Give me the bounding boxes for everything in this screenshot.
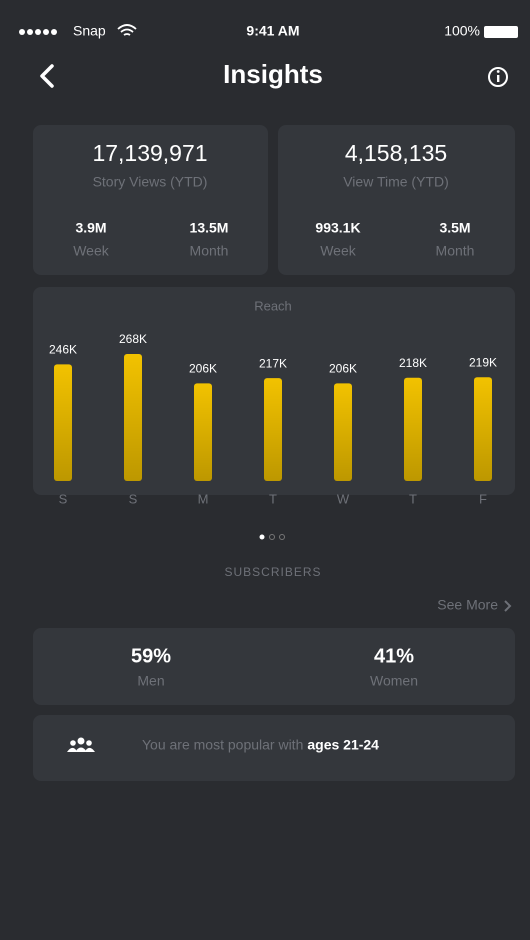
month-value: 3.5M (439, 220, 470, 236)
stat-card (278, 125, 515, 275)
month-label: Month (190, 243, 229, 259)
bar-value-label: 217K (259, 356, 287, 370)
bar-chart: 246K S 268K S 206K M 217K T 206K W 218K T 219K F (49, 332, 497, 506)
men-label: Men (137, 673, 164, 689)
bar-shade (264, 378, 282, 481)
page-indicator[interactable] (259, 534, 285, 540)
chart-title: Reach (254, 298, 292, 313)
stat-label: Story Views (YTD) (93, 174, 208, 190)
popular-text: You are most popular with (142, 737, 303, 753)
bar-value-label: 218K (399, 356, 427, 370)
people-icon (67, 737, 95, 752)
section-title: SUBSCRIBERS (224, 565, 321, 579)
bar-value-label: 268K (119, 332, 147, 346)
wifi-icon (117, 24, 137, 36)
day-label: F (479, 491, 487, 506)
info-button[interactable] (488, 67, 508, 87)
bar-shade (54, 364, 72, 481)
clock: 9:41 AM (246, 23, 299, 39)
see-more-chevron[interactable] (504, 600, 512, 612)
day-label: M (198, 491, 209, 506)
back-button[interactable] (40, 64, 54, 88)
stat-card (33, 125, 268, 275)
battery-level: 100% (444, 23, 480, 39)
week-label: Week (320, 243, 357, 259)
page-title: Insights (223, 59, 323, 89)
women-value: 41% (374, 645, 414, 667)
popular-card (33, 715, 515, 781)
day-label: S (129, 491, 138, 506)
bar-shade (194, 383, 212, 481)
popular-highlight: ages 21-24 (307, 737, 379, 753)
week-label: Week (73, 243, 110, 259)
week-value: 3.9M (75, 220, 106, 236)
bar-shade (124, 354, 142, 481)
day-label: T (269, 491, 277, 506)
week-value: 993.1K (315, 220, 360, 236)
bar-shade (404, 377, 422, 481)
signal-dots (19, 29, 57, 35)
bar-value-label: 219K (469, 355, 497, 369)
month-value: 13.5M (190, 220, 229, 236)
women-label: Women (370, 673, 418, 689)
bar-value-label: 206K (189, 362, 217, 376)
bar-value-label: 246K (49, 343, 77, 357)
men-value: 59% (131, 645, 171, 667)
see-more[interactable]: See More (437, 597, 498, 613)
month-label: Month (436, 243, 475, 259)
stat-value: 4,158,135 (345, 140, 447, 166)
carrier: Snap (73, 23, 106, 39)
stat-label: View Time (YTD) (343, 174, 449, 190)
bar-shade (474, 377, 492, 481)
battery-icon (484, 26, 518, 38)
day-label: T (409, 491, 417, 506)
day-label: W (337, 491, 350, 506)
bar-value-label: 206K (329, 362, 357, 376)
stat-value: 17,139,971 (92, 140, 207, 166)
bar-shade (334, 383, 352, 481)
gender-card (33, 628, 515, 705)
day-label: S (59, 491, 68, 506)
